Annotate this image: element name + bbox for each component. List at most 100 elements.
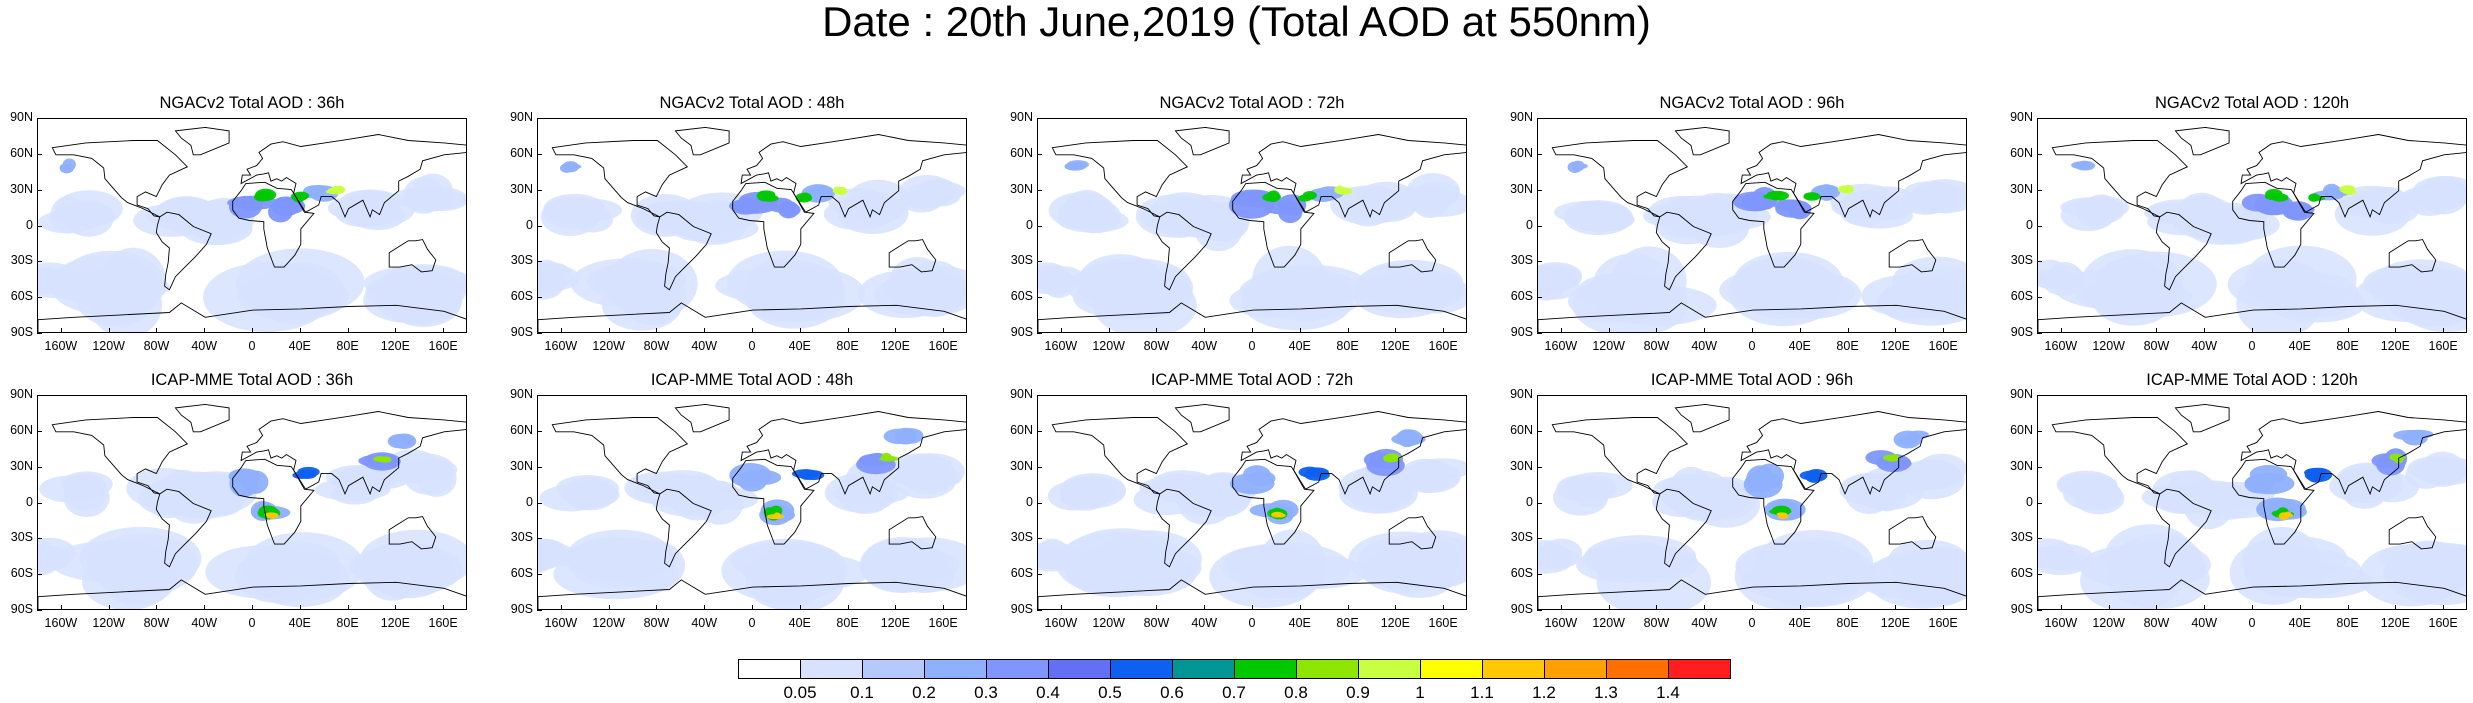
aod-field-patch — [761, 194, 779, 202]
lon-tick-label: 40W — [1691, 339, 1718, 353]
lat-tick-label: 60S — [2010, 566, 2033, 581]
aod-field-patch — [2063, 478, 2123, 511]
aod-field-patch — [1360, 274, 1462, 307]
lat-tick — [37, 574, 42, 576]
lon-tick-label: 40W — [2191, 616, 2218, 630]
aod-field-patch — [833, 186, 843, 195]
lat-tick — [2037, 466, 2042, 468]
coastline — [2388, 239, 2437, 273]
aod-field-patch — [1363, 451, 1392, 468]
coastline — [740, 411, 966, 496]
coastline — [2038, 579, 2466, 609]
lon-tick — [608, 328, 610, 333]
lon-tick — [443, 605, 445, 610]
lon-tick-label: 40W — [2191, 339, 2218, 353]
lat-tick — [1037, 225, 1042, 227]
lon-tick — [1943, 328, 1945, 333]
lat-tick-label: 90S — [1010, 602, 1033, 616]
lon-tick — [2204, 605, 2206, 610]
panel-title: ICAP-MME Total AOD : 48h — [650, 371, 854, 389]
lat-tick — [2037, 430, 2042, 432]
aod-field-patch — [1274, 513, 1286, 518]
aod-field-patch — [2038, 273, 2084, 288]
aod-field-patch — [1334, 185, 1345, 194]
coastline — [1174, 126, 1230, 156]
lat-tick-label: 30S — [10, 253, 33, 268]
aod-field-patch — [403, 176, 445, 214]
lat-tick-label: 90N — [1010, 387, 1033, 401]
lat-tick — [37, 430, 42, 432]
lon-tick — [1895, 328, 1897, 333]
coastline — [2232, 458, 2315, 545]
lon-tick-label: 80W — [1143, 339, 1170, 353]
coastline — [174, 126, 230, 156]
lon-tick — [1395, 328, 1397, 333]
lat-tick — [1537, 466, 1542, 468]
lat-tick-label: 60N — [1510, 422, 1533, 437]
lat-tick-label: 30N — [1510, 181, 1533, 196]
aod-field-patch — [1267, 192, 1281, 202]
coastline — [1674, 403, 1730, 433]
lon-tick-label: 40E — [788, 339, 811, 353]
coastline — [388, 239, 437, 273]
lon-tick — [1347, 605, 1349, 610]
aod-field-patch — [1888, 454, 1900, 462]
lon-tick — [1395, 605, 1397, 610]
lon-tick-label: 160E — [1428, 339, 1458, 353]
lat-tick-label: 0 — [2026, 494, 2033, 509]
aod-field-patch — [666, 213, 714, 236]
aod-field-patch — [1838, 190, 1890, 227]
lat-tick — [2037, 574, 2042, 576]
colorbar-swatch — [1420, 659, 1483, 679]
lon-tick-label: 160E — [1928, 616, 1958, 630]
lon-tick-label: 80E — [336, 339, 359, 353]
lat-tick-label: 30N — [1010, 181, 1033, 196]
aod-field-patch — [1066, 160, 1090, 169]
lat-tick-label: 90N — [510, 387, 533, 401]
panel-title: NGACv2 Total AOD : 36h — [159, 94, 345, 112]
aod-field-patch — [772, 514, 785, 519]
lon-tick-label: 160W — [2044, 616, 2078, 630]
lon-tick-label: 120W — [92, 339, 125, 353]
lat-tick — [1037, 538, 1042, 540]
lat-tick-label: 90N — [2010, 387, 2033, 401]
aod-field-patch — [849, 468, 893, 504]
lon-tick — [1560, 328, 1562, 333]
lat-tick-label: 90N — [10, 387, 33, 401]
lat-tick-label: 90N — [10, 110, 33, 124]
lon-tick-label: 160W — [1544, 616, 1578, 630]
lon-tick — [1156, 328, 1158, 333]
lon-tick-label: 0 — [1748, 339, 1756, 353]
lon-tick-label: 160W — [1044, 339, 1078, 353]
lon-tick-label: 120E — [1380, 616, 1410, 630]
map-plot — [1037, 118, 1467, 333]
lon-tick — [2299, 605, 2301, 610]
coastline — [1051, 140, 1189, 218]
lon-tick-label: 80E — [336, 616, 359, 630]
lon-tick-label: 120W — [1592, 616, 1625, 630]
aod-field-patch — [1229, 473, 1275, 495]
lat-tick — [2037, 118, 2042, 119]
aod-field-patch — [1841, 184, 1854, 194]
lon-tick-label: 0 — [1248, 616, 1256, 630]
lon-tick — [60, 605, 62, 610]
colorbar-label: 0.9 — [1346, 683, 1370, 702]
coastline — [1674, 126, 1730, 156]
lon-tick — [2347, 328, 2349, 333]
coastline — [1174, 403, 1230, 433]
aod-field-patch — [540, 197, 600, 237]
lat-tick-label: 30N — [1510, 458, 1533, 473]
aod-field-patch — [387, 433, 412, 449]
panel-title: ICAP-MME Total AOD : 36h — [150, 371, 354, 389]
lat-tick — [1537, 502, 1542, 504]
lat-tick-label: 30N — [10, 458, 33, 473]
aod-field-patch — [47, 270, 170, 304]
lat-tick — [537, 153, 542, 155]
colorbar-label: 0.8 — [1284, 683, 1308, 702]
aod-field-patch — [1395, 429, 1423, 447]
lon-tick — [1799, 605, 1801, 610]
coastline — [2240, 411, 2466, 496]
lon-tick — [704, 605, 706, 610]
coastline — [1038, 302, 1466, 332]
lat-tick-label: 30N — [10, 181, 33, 196]
